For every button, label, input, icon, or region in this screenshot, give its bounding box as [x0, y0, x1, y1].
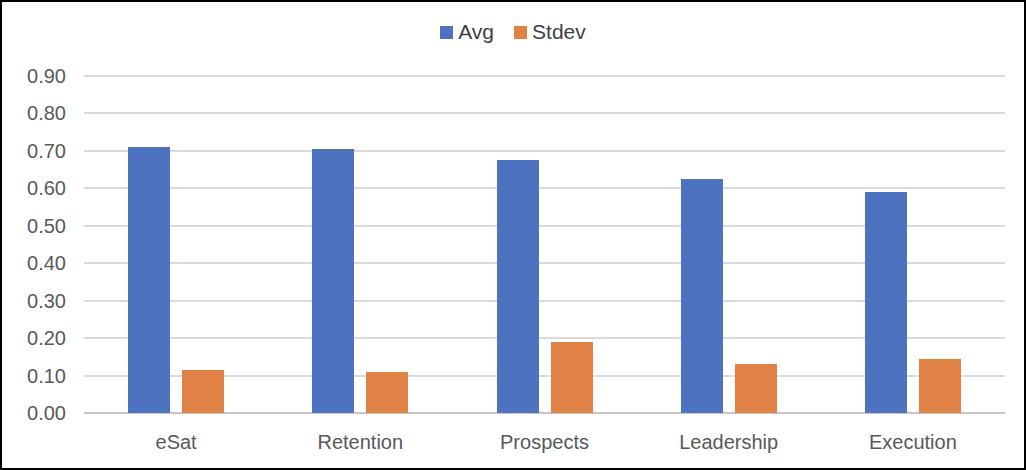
y-tick-label-0.10: 0.10	[2, 364, 66, 388]
x-tick-label-leadership: Leadership	[649, 430, 809, 454]
avg-legend-label: Avg	[458, 19, 494, 45]
x-tick-label-prospects: Prospects	[465, 430, 625, 454]
bar-avg-retention	[312, 149, 354, 413]
stdev-legend-label: Stdev	[532, 19, 586, 45]
gridline-0.80	[84, 112, 1005, 114]
bar-stdev-retention	[366, 372, 408, 413]
bar-stdev-execution	[919, 359, 961, 413]
y-tick-label-0.30: 0.30	[2, 289, 66, 313]
plot-area	[84, 76, 1005, 413]
gridline-0.90	[84, 75, 1005, 77]
bar-avg-esat	[128, 147, 170, 413]
y-tick-label-0.70: 0.70	[2, 139, 66, 163]
legend-item-stdev: Stdev	[514, 19, 586, 45]
x-tick-label-esat: eSat	[96, 430, 256, 454]
bar-avg-prospects	[497, 160, 539, 413]
y-tick-label-0.40: 0.40	[2, 251, 66, 275]
bar-stdev-leadership	[735, 364, 777, 413]
y-tick-label-0.00: 0.00	[2, 401, 66, 425]
y-tick-label-0.50: 0.50	[2, 214, 66, 238]
y-tick-label-0.80: 0.80	[2, 101, 66, 125]
bar-stdev-esat	[182, 370, 224, 413]
gridline-0.70	[84, 150, 1005, 152]
stdev-legend-swatch-icon	[514, 26, 527, 39]
bar-avg-leadership	[681, 179, 723, 413]
bar-stdev-prospects	[551, 342, 593, 413]
y-tick-label-0.20: 0.20	[2, 326, 66, 350]
gridline-0.60	[84, 187, 1005, 189]
x-tick-label-execution: Execution	[833, 430, 993, 454]
chart-frame: Avg Stdev 0.00 0.10 0.20 0.30 0.40 0.50 0.60 0.…	[0, 0, 1026, 470]
bar-avg-execution	[865, 192, 907, 413]
y-tick-label-0.60: 0.60	[2, 176, 66, 200]
avg-legend-swatch-icon	[440, 26, 453, 39]
y-tick-label-0.90: 0.90	[2, 64, 66, 88]
legend-item-avg: Avg	[440, 19, 494, 45]
chart-legend: Avg Stdev	[2, 19, 1024, 45]
x-tick-label-retention: Retention	[280, 430, 440, 454]
